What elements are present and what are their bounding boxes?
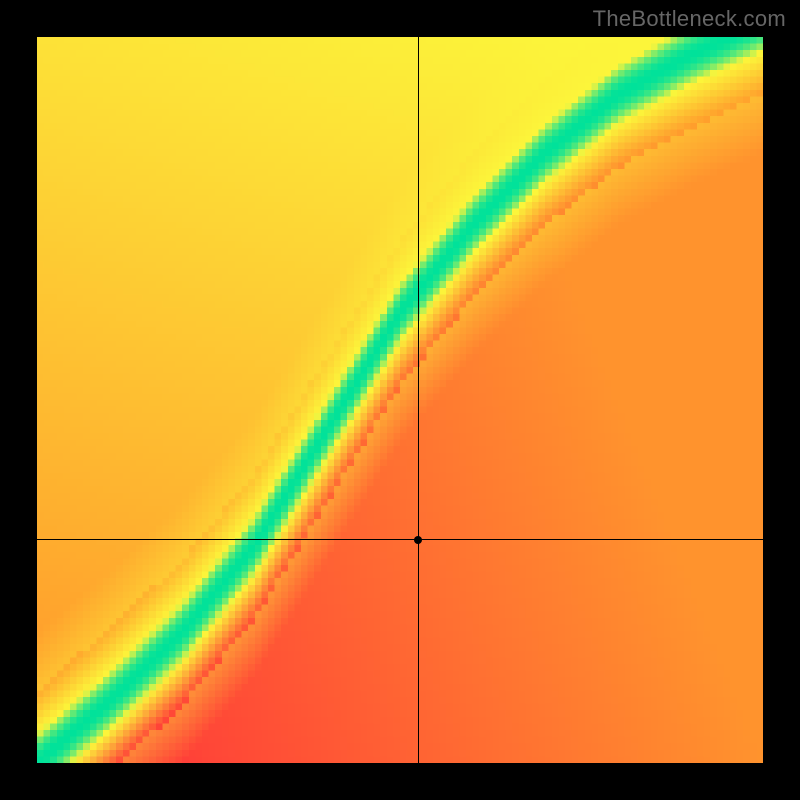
heatmap-canvas <box>37 37 763 763</box>
crosshair-vertical <box>418 37 419 763</box>
watermark-text: TheBottleneck.com <box>593 6 786 32</box>
marker-dot <box>414 536 422 544</box>
plot-area <box>37 37 763 763</box>
chart-container: TheBottleneck.com <box>0 0 800 800</box>
crosshair-horizontal <box>37 539 763 540</box>
